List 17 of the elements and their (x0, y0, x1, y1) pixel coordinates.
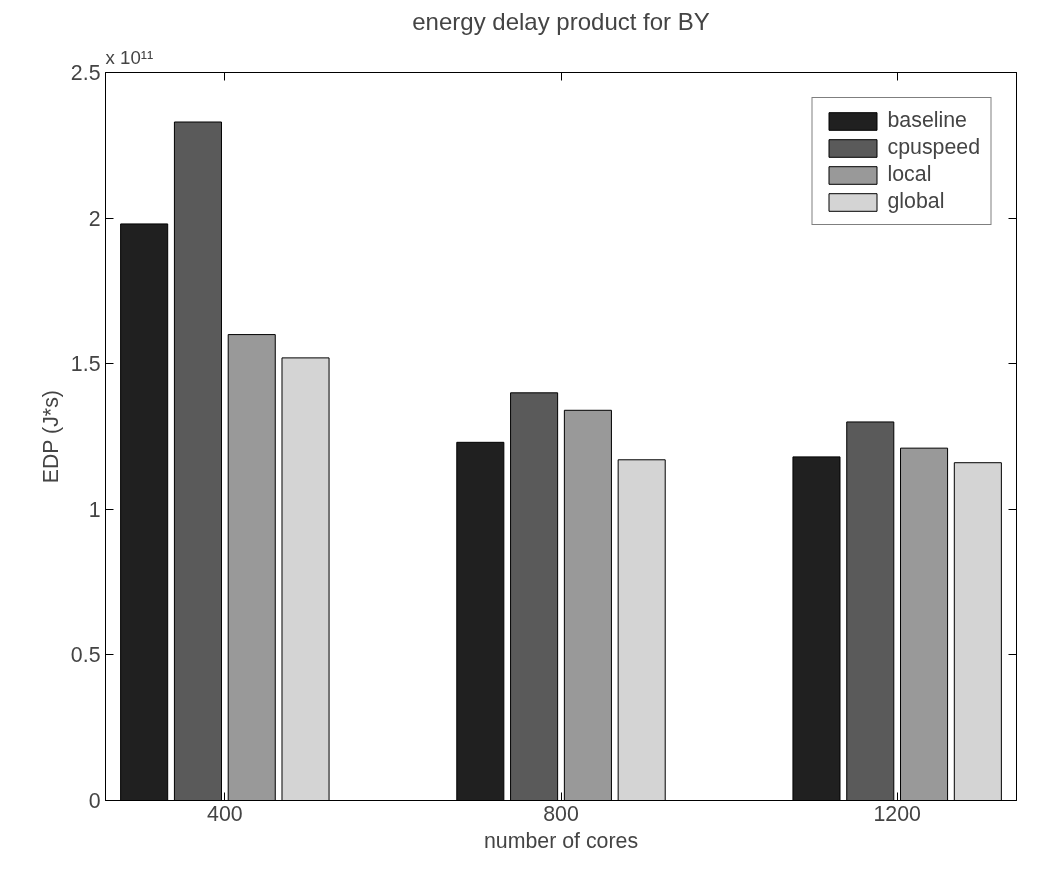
y-tick-label: 2 (88, 206, 101, 231)
y-tick-label: 1 (88, 497, 101, 522)
x-axis-title: number of cores (483, 828, 639, 853)
y-tick-label: 0.5 (70, 643, 101, 668)
text: x 10¹¹ (105, 46, 154, 68)
legend-label: global (887, 189, 945, 214)
y-tick-label: 0 (88, 789, 101, 813)
chart-title: energy delay product for BY (412, 7, 710, 35)
legend-label: local (887, 162, 932, 187)
legend-label: baseline (887, 108, 967, 133)
y-tick-label: 1.5 (70, 352, 101, 377)
x-tick-label: 1200 (873, 801, 922, 826)
legend-label: cpuspeed (887, 135, 980, 160)
y-tick-label: 2.5 (70, 61, 101, 85)
x-tick-label: 800 (543, 801, 579, 826)
y-axis-title: EDP (J*s) (38, 390, 63, 484)
x-tick-label: 400 (207, 801, 243, 826)
